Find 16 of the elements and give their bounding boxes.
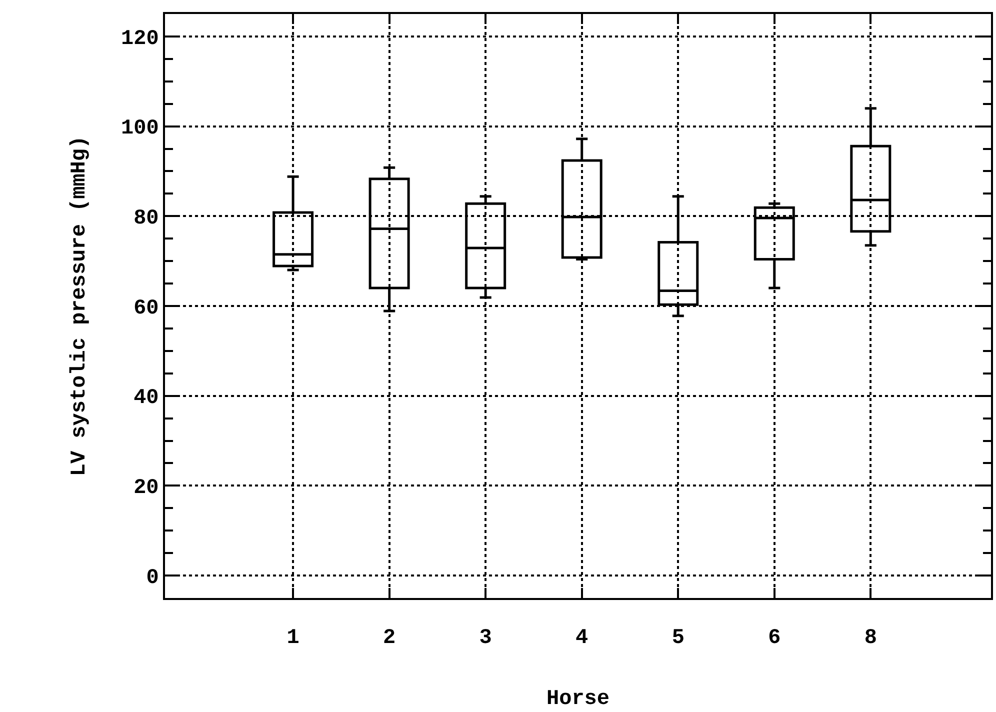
x-tick-label: 3	[479, 627, 492, 650]
y-tick-label: 20	[134, 477, 159, 500]
y-tick-label: 0	[146, 566, 159, 590]
x-tick-label: 6	[768, 627, 781, 650]
x-tick-label: 2	[383, 627, 396, 650]
y-axis-title: LV systolic pressure (mmHg)	[68, 136, 92, 476]
y-tick-label: 120	[120, 28, 159, 51]
x-tick-label: 5	[672, 627, 684, 650]
y-tick-label: 40	[134, 387, 159, 410]
y-tick-label: 80	[134, 208, 159, 230]
x-tick-label: 1	[286, 627, 300, 650]
y-tick-label: 60	[134, 297, 159, 320]
x-tick-label: 4	[576, 627, 588, 650]
x-tick-label: 8	[864, 627, 877, 650]
x-axis-title: Horse	[546, 688, 610, 711]
y-tick-label: 100	[120, 118, 159, 141]
